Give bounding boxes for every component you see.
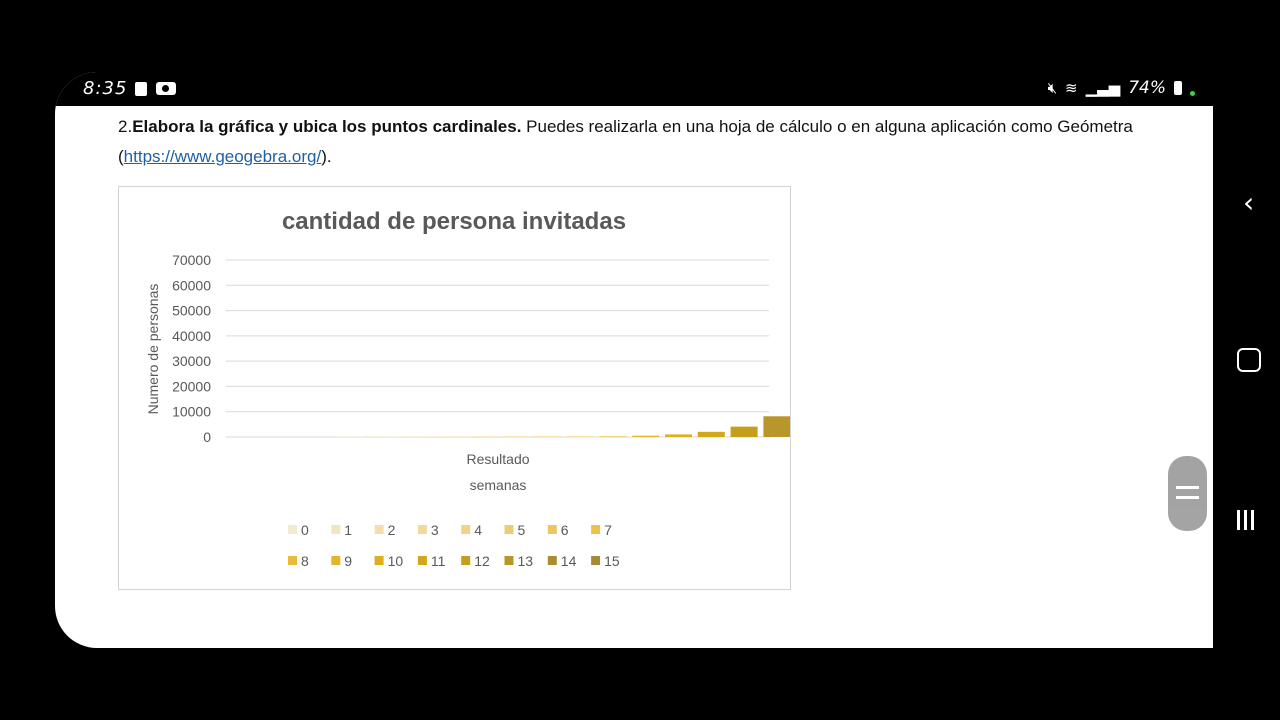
home-icon[interactable] <box>1237 348 1261 372</box>
bar-week-10 <box>665 434 692 437</box>
bar-week-0 <box>337 436 364 437</box>
bar-week-12 <box>730 426 758 437</box>
bar-week-3 <box>435 436 463 437</box>
navigation-bar: ‹ <box>1213 0 1280 720</box>
legend-swatch <box>591 525 601 534</box>
bar-week-11 <box>697 431 725 437</box>
instruction-text: Puedes realizarla en una hoja de cálculo… <box>118 117 1133 166</box>
bar-week-7 <box>566 436 594 437</box>
legend-swatch <box>331 556 341 565</box>
legend-swatch <box>461 525 471 534</box>
legend-swatch <box>374 556 384 565</box>
bar-week-5 <box>501 436 528 437</box>
scroll-handle[interactable] <box>1168 456 1207 531</box>
battery-icon <box>1174 81 1182 95</box>
legend-label: 15 <box>604 553 620 569</box>
wifi-icon: ≋ <box>1065 79 1078 97</box>
recent-apps-icon[interactable] <box>1237 510 1254 530</box>
status-time: 8:35 <box>83 78 128 99</box>
video-icon <box>156 82 176 95</box>
x-axis-label: semanas <box>470 477 527 493</box>
bar-week-8 <box>599 436 627 437</box>
phone-screen: 8:35 🔇︎ ≋ ▁▃▅ 74% 2.Elabora la gráfica y… <box>55 72 1213 648</box>
legend-label: 8 <box>301 553 309 569</box>
document-text: 2.Elabora la gráfica y ubica los puntos … <box>118 112 1178 172</box>
legend-swatch <box>374 525 384 534</box>
legend-label: 6 <box>561 522 569 538</box>
chart-container: cantidad de persona invitadas Numero de … <box>118 186 889 590</box>
legend-swatch <box>504 525 514 534</box>
mute-icon: 🔇︎ <box>1047 79 1058 97</box>
legend-label: 13 <box>518 553 534 569</box>
legend-swatch <box>288 525 297 534</box>
legend-label: 2 <box>388 522 396 538</box>
legend-swatch <box>331 525 341 534</box>
y-tick-label: 40000 <box>172 328 211 344</box>
bar-week-6 <box>533 436 561 437</box>
legend-swatch <box>547 525 557 534</box>
legend-label: 4 <box>474 522 482 538</box>
bar-week-4 <box>468 436 496 437</box>
y-tick-label: 0 <box>203 429 211 445</box>
legend-swatch <box>417 556 427 565</box>
legend-swatch <box>504 556 514 565</box>
geogebra-link[interactable]: https://www.geogebra.org/ <box>123 147 322 166</box>
legend-label: 12 <box>474 553 490 569</box>
y-tick-label: 10000 <box>172 404 211 420</box>
signal-icon: ▁▃▅ <box>1085 79 1121 97</box>
legend-swatch <box>547 556 557 565</box>
y-tick-label: 50000 <box>172 303 211 319</box>
x-category-label: Resultado <box>466 451 529 467</box>
bar-week-2 <box>402 436 430 437</box>
legend-label: 10 <box>388 553 404 569</box>
legend-label: 14 <box>561 553 577 569</box>
legend-label: 1 <box>344 522 352 538</box>
legend-label: 3 <box>431 522 439 538</box>
legend-swatch <box>288 556 297 565</box>
legend-swatch <box>591 556 601 565</box>
bar-chart: cantidad de persona invitadas Numero de … <box>145 208 889 569</box>
y-tick-label: 20000 <box>172 378 211 394</box>
legend-label: 0 <box>301 522 309 538</box>
y-tick-label: 70000 <box>172 252 211 268</box>
bar-week-9 <box>632 435 660 437</box>
y-tick-label: 30000 <box>172 353 211 369</box>
battery-percent: 74% <box>1128 78 1166 98</box>
status-bar: 8:35 🔇︎ ≋ ▁▃▅ 74% <box>55 72 1213 106</box>
legend-label: 5 <box>518 522 526 538</box>
bar-week-1 <box>369 436 397 437</box>
back-icon[interactable]: ‹ <box>1243 186 1255 219</box>
instruction-text-end: ). <box>321 147 332 166</box>
y-tick-label: 60000 <box>172 277 211 293</box>
gallery-icon <box>135 82 147 96</box>
legend-label: 11 <box>431 553 446 569</box>
chart-title: cantidad de persona invitadas <box>282 208 626 235</box>
legend-label: 7 <box>604 522 612 538</box>
item-number: 2. <box>118 117 133 136</box>
legend-swatch <box>417 525 427 534</box>
y-axis-label: Numero de personas <box>145 284 161 415</box>
instruction-bold: Elabora la gráfica y ubica los puntos ca… <box>132 117 522 136</box>
legend-label: 9 <box>344 553 352 569</box>
notification-dot <box>1190 90 1195 96</box>
legend-swatch <box>461 556 471 565</box>
bar-week-13 <box>763 416 791 437</box>
status-right: 🔇︎ ≋ ▁▃▅ 74% <box>1048 78 1195 98</box>
